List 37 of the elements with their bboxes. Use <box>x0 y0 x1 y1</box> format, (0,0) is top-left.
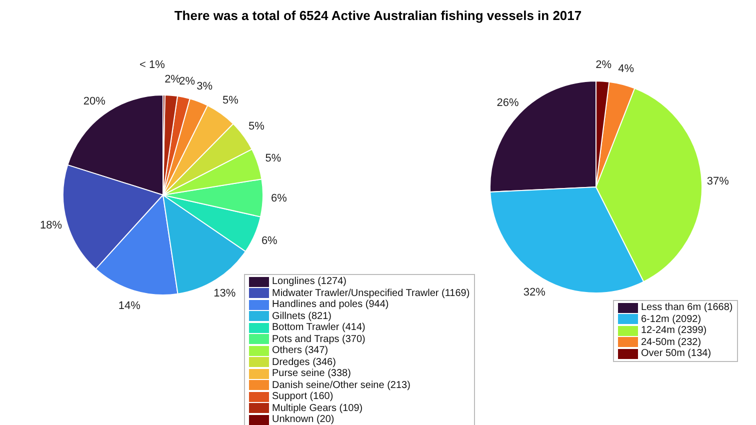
data-label: 18% <box>40 219 62 232</box>
legend-label: 12-24m (2399) <box>641 325 707 336</box>
legend-label: Purse seine (338) <box>272 368 351 380</box>
chart-title: There was a total of 6524 Active Australian fishing vessels in 2017 <box>174 8 582 23</box>
legend-label: Less than 6m (1668) <box>641 302 733 314</box>
data-label: 5% <box>222 94 239 107</box>
legend-label: Support (160) <box>272 391 334 402</box>
data-label: 4% <box>618 62 634 75</box>
data-label: 2% <box>179 76 196 88</box>
legend-label: Unknown (20) <box>272 414 334 425</box>
data-label: 14% <box>118 300 141 312</box>
legend-label: Handlines and poles (944) <box>272 299 389 310</box>
legend-label: 6-12m (2092) <box>641 314 702 325</box>
data-label: 3% <box>196 80 213 93</box>
legend-label: Danish seine/Other seine (213) <box>272 380 410 391</box>
data-label: 26% <box>496 96 519 109</box>
data-label: 20% <box>83 95 106 108</box>
legend-label: Bottom Trawler (414) <box>272 322 366 334</box>
data-label: < 1% <box>140 59 166 72</box>
data-label: 6% <box>270 192 288 204</box>
data-label: 5% <box>265 152 282 165</box>
data-label: 37% <box>706 175 730 188</box>
data-label: 13% <box>214 287 236 300</box>
legend-label: Multiple Gears (109) <box>272 402 363 414</box>
legend-label: Longlines (1274) <box>272 276 346 288</box>
data-label: 6% <box>261 235 278 248</box>
legend-label: Pots and Traps (370) <box>272 334 366 345</box>
legend-label: Gillnets (821) <box>272 310 332 322</box>
data-label: 2% <box>164 73 181 86</box>
legend-label: Over 50m (134) <box>641 348 712 360</box>
legend-label: Others (347) <box>272 345 328 356</box>
legend-label: Dredges (346) <box>272 356 336 368</box>
legend-label: Midwater Trawler/Unspecified Trawler (1169) <box>272 288 470 299</box>
data-label: 2% <box>596 59 612 72</box>
data-label: 32% <box>523 286 546 298</box>
data-label: 5% <box>248 120 265 132</box>
legend-label: 24-50m (232) <box>641 336 702 348</box>
